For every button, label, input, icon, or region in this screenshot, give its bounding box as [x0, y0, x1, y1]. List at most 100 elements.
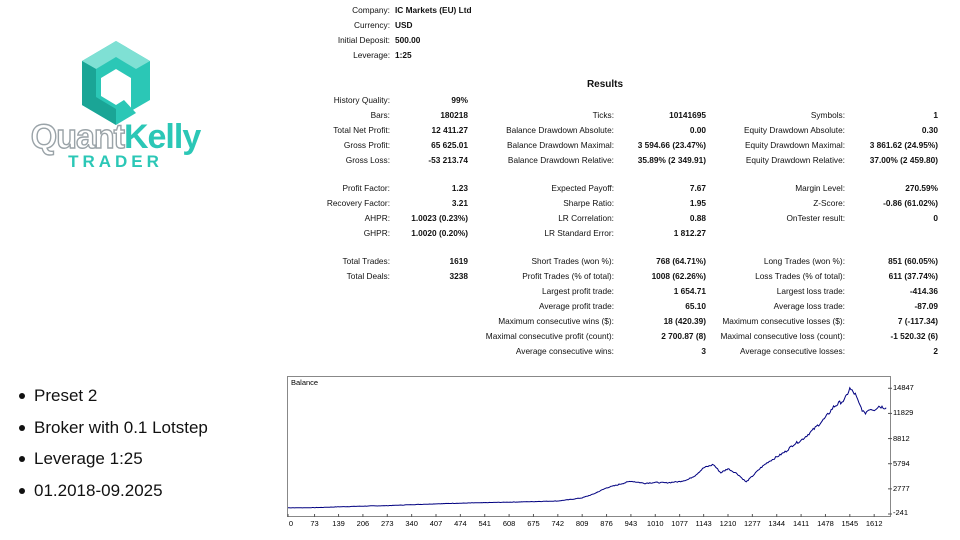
stat-label: Largest profit trade:	[542, 286, 614, 296]
x-tick-label: 675	[527, 519, 540, 528]
x-tick-label: 1277	[744, 519, 761, 528]
x-tick-label: 1545	[841, 519, 859, 528]
x-tick-label: 139	[332, 519, 345, 528]
chart-title: Balance	[291, 378, 319, 387]
leverage-label: Leverage:	[353, 50, 390, 60]
stat-value: 65 625.01	[431, 140, 468, 150]
stat-value: 851 (60.05%)	[888, 256, 938, 266]
stat-value: 10141695	[669, 110, 706, 120]
stat-label: AHPR:	[364, 213, 390, 223]
x-tick-label: 1077	[671, 519, 688, 528]
stat-label: Expected Payoff:	[551, 183, 614, 193]
x-tick-label: 608	[502, 519, 516, 528]
balance-series-line	[288, 386, 887, 509]
y-tick-label: 11829	[893, 408, 914, 418]
stat-label: Equity Drawdown Absolute:	[743, 125, 845, 135]
stat-label: Long Trades (won %):	[763, 256, 845, 266]
stat-value: 3.21	[451, 198, 468, 208]
y-tick-label: 14847	[893, 383, 914, 393]
stat-label: Total Trades:	[342, 256, 391, 266]
stat-label: Recovery Factor:	[326, 198, 390, 208]
stat-value: 1.95	[689, 198, 706, 208]
stat-value: 0	[933, 213, 938, 223]
stat-value: 2 700.87 (8)	[661, 331, 706, 341]
stat-value: 7 (-117.34)	[897, 316, 938, 326]
x-tick-label: 1411	[793, 519, 810, 528]
stat-label: Bars:	[370, 110, 390, 120]
stat-label: Z-Score:	[813, 198, 845, 208]
stat-value: 35.89% (2 349.91)	[637, 155, 706, 165]
stat-label: Margin Level:	[795, 183, 845, 193]
stat-label: GHPR:	[363, 228, 390, 238]
x-tick-label: 1143	[695, 519, 712, 528]
stat-value: 1.0023 (0.23%)	[411, 213, 468, 223]
stat-label: Short Trades (won %):	[531, 256, 614, 266]
stat-value: 0.88	[689, 213, 706, 223]
stat-value: 1619	[449, 256, 468, 266]
stat-label: Profit Trades (% of total):	[522, 271, 614, 281]
stat-label: Equity Drawdown Maximal:	[744, 140, 845, 150]
stat-label: Balance Drawdown Maximal:	[507, 140, 614, 150]
stat-value: -1 520.32 (6)	[890, 331, 938, 341]
stat-value: 99%	[451, 95, 468, 105]
stat-value: 1008 (62.26%)	[651, 271, 706, 281]
company-value: IC Markets (EU) Ltd	[395, 5, 472, 15]
stat-value: 18 (420.39)	[663, 316, 706, 326]
x-tick-label: 340	[405, 519, 418, 528]
stat-value: 1.0020 (0.20%)	[411, 228, 468, 238]
bullet-item: Broker with 0.1 Lotstep	[18, 415, 208, 447]
stat-label: Gross Profit:	[343, 140, 390, 150]
stat-value: 37.00% (2 459.80)	[869, 155, 938, 165]
stat-label: Profit Factor:	[342, 183, 391, 193]
stat-label: Average loss trade:	[773, 301, 845, 311]
stat-value: 611 (37.74%)	[888, 271, 938, 281]
stat-label: LR Standard Error:	[544, 228, 614, 238]
stat-value: 12 411.27	[431, 125, 468, 135]
stat-value: -0.86 (61.02%)	[883, 198, 938, 208]
x-tick-label: 73	[310, 519, 319, 528]
deposit-label: Initial Deposit:	[337, 35, 390, 45]
stat-label: Total Net Profit:	[333, 125, 390, 135]
stat-label: Largest loss trade:	[776, 286, 845, 296]
company-label: Company:	[352, 5, 390, 15]
stat-label: Average consecutive losses:	[740, 346, 845, 356]
x-tick-label: 273	[381, 519, 394, 528]
x-tick-label: 0	[288, 519, 294, 528]
stat-value: 2	[933, 346, 938, 356]
stat-label: Maximal consecutive profit (count):	[485, 331, 614, 341]
stat-label: Loss Trades (% of total):	[755, 271, 845, 281]
x-tick-label: 1612	[865, 519, 883, 528]
stat-label: Balance Drawdown Relative:	[507, 155, 614, 165]
stat-label: LR Correlation:	[558, 213, 614, 223]
stat-value: 270.59%	[905, 183, 938, 193]
stat-label: Average profit trade:	[538, 301, 614, 311]
stat-value: -414.36	[909, 286, 938, 296]
stat-value: 3	[701, 346, 706, 356]
stat-label: History Quality:	[333, 95, 390, 105]
stat-value: 65.10	[685, 301, 706, 311]
stat-value: 180218	[440, 110, 468, 120]
stat-label: Maximal consecutive loss (count):	[720, 331, 846, 341]
stat-label: Equity Drawdown Relative:	[745, 155, 845, 165]
stat-value: 3 861.62 (24.95%)	[869, 140, 938, 150]
x-tick-label: 1210	[719, 519, 737, 528]
quantkelly-logo-mark	[82, 41, 150, 125]
stat-label: Total Deals:	[346, 271, 390, 281]
stat-label: OnTester result:	[786, 213, 845, 223]
stat-value: 1 812.27	[673, 228, 706, 238]
leverage-value: 1:25	[395, 50, 412, 60]
y-tick-label: -241	[893, 508, 909, 517]
bullet-item: 01.2018-09.2025	[18, 478, 208, 510]
stat-label: Average consecutive wins:	[515, 346, 614, 356]
stat-value: 1.23	[451, 183, 468, 193]
x-tick-label: 541	[478, 519, 491, 528]
x-tick-label: 1478	[817, 519, 834, 528]
deposit-value: 500.00	[395, 35, 421, 45]
preset-bullet-list: Preset 2 Broker with 0.1 Lotstep Leverag…	[18, 383, 208, 509]
x-tick-label: 876	[600, 519, 613, 528]
y-tick-label: 5794	[893, 458, 910, 468]
stat-value: 0.30	[921, 125, 938, 135]
x-tick-label: 943	[624, 519, 638, 528]
logo-wordmark: QuantKelly	[30, 117, 201, 156]
